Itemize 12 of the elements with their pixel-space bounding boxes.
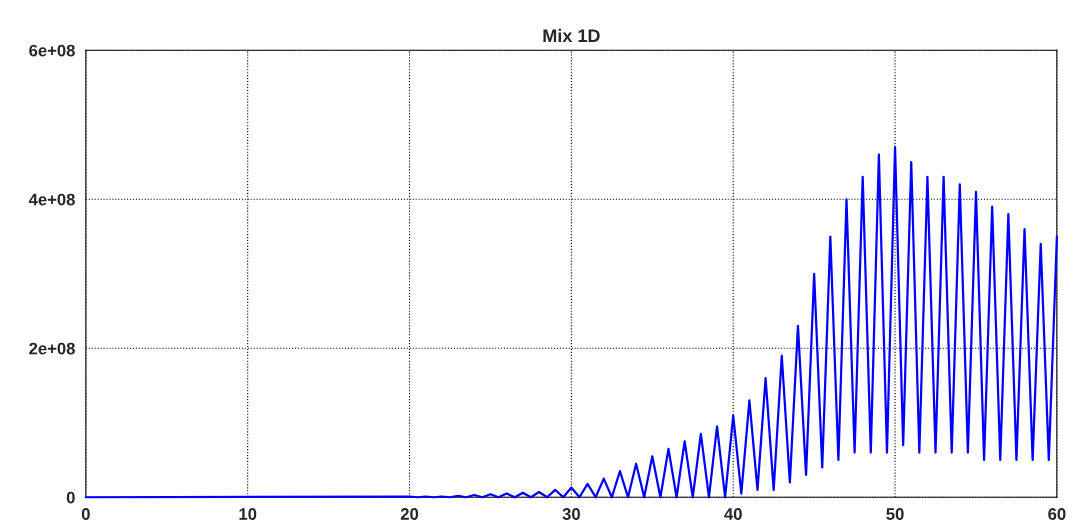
x-tick-label: 0 [81,508,90,520]
x-tick-label: 20 [400,508,419,520]
x-tick-label: 10 [239,508,257,520]
chart-title: Mix 1D [543,28,600,42]
x-tick-label: 60 [1048,508,1066,520]
y-tick-label: 0 [66,491,75,504]
y-tick-label: 6e+08 [29,44,75,57]
y-tick-label: 2e+08 [29,342,75,355]
x-tick-label: 50 [886,508,904,520]
x-tick-label: 40 [724,508,742,520]
y-tick-label: 4e+08 [28,193,75,206]
x-tick-label: 30 [562,508,580,520]
